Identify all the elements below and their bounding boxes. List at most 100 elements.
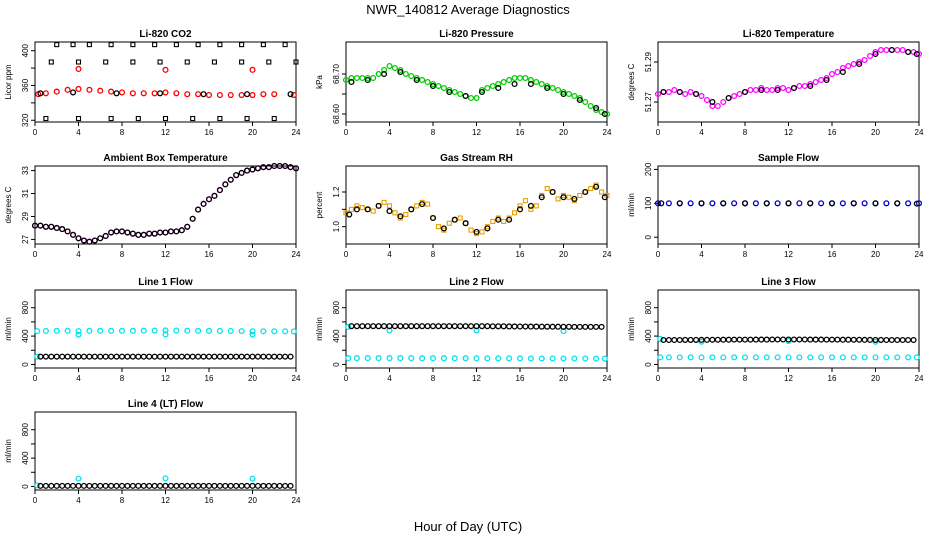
y-tick-label: 51.29 — [644, 51, 653, 72]
data-point — [801, 336, 808, 343]
data-point — [601, 194, 608, 201]
data-point — [386, 355, 393, 362]
y-tick-label: 400 — [21, 329, 30, 343]
data-point — [665, 336, 672, 344]
data-point — [162, 66, 169, 73]
data-point — [162, 115, 169, 122]
x-tick-label: 0 — [344, 250, 349, 259]
data-point — [807, 354, 814, 361]
data-point — [86, 238, 93, 245]
data-point — [249, 328, 256, 335]
plot-frame — [657, 289, 920, 369]
data-point — [419, 201, 426, 208]
y-axis-label: ml/min — [4, 439, 13, 463]
data-point — [408, 323, 415, 330]
data-point — [516, 206, 524, 213]
data-point — [75, 59, 82, 65]
data-point — [555, 323, 562, 330]
x-tick-label: 24 — [603, 374, 612, 383]
data-point — [381, 70, 388, 78]
x-tick-label: 12 — [784, 250, 793, 259]
data-point — [53, 224, 60, 231]
data-point — [75, 482, 82, 489]
data-point — [435, 82, 442, 90]
x-tick-label: 4 — [387, 128, 392, 137]
data-point — [429, 214, 437, 222]
data-series — [348, 68, 608, 118]
data-point — [413, 74, 420, 82]
data-point — [698, 354, 705, 361]
y-tick-label: 51.27 — [644, 91, 653, 112]
data-point — [249, 166, 256, 173]
data-point — [913, 200, 920, 207]
data-point — [888, 336, 895, 344]
data-series — [348, 323, 605, 330]
data-point — [227, 91, 234, 99]
data-point — [290, 328, 297, 335]
x-tick-label: 24 — [292, 128, 301, 137]
data-series — [343, 182, 610, 237]
y-tick-label: 27 — [21, 234, 30, 243]
data-point — [823, 76, 830, 84]
data-point — [216, 91, 223, 99]
data-point — [386, 62, 393, 70]
data-point — [725, 336, 732, 343]
data-point — [763, 86, 770, 94]
figure-xlabel: Hour of Day (UTC) — [414, 519, 522, 534]
data-point — [693, 90, 700, 98]
data-point — [785, 200, 792, 207]
data-point — [386, 208, 393, 215]
data-point — [861, 354, 868, 361]
data-point — [113, 90, 120, 97]
data-point — [709, 354, 716, 361]
x-tick-label: 8 — [431, 250, 436, 259]
data-point — [593, 323, 600, 330]
data-point — [75, 85, 82, 93]
data-point — [233, 172, 240, 179]
data-point — [419, 323, 426, 330]
data-point — [687, 336, 694, 343]
data-point — [195, 42, 201, 48]
data-point — [97, 87, 104, 94]
x-tick-label: 12 — [472, 128, 481, 137]
data-point — [687, 354, 694, 361]
data-point — [780, 84, 787, 92]
x-tick-label: 0 — [344, 374, 349, 383]
data-point — [86, 86, 93, 93]
data-point — [462, 323, 469, 330]
data-point — [195, 353, 202, 360]
data-point — [593, 106, 600, 114]
data-point — [763, 336, 770, 343]
data-point — [211, 59, 217, 65]
data-point — [698, 92, 705, 100]
data-point — [856, 336, 863, 343]
data-point — [867, 336, 874, 343]
data-point — [698, 200, 705, 207]
panel-title: Gas Stream RH — [440, 153, 513, 164]
data-point — [157, 482, 164, 489]
panel-1: Li-820 CO2 Licor ppm 0 4 8 12 16 20 24 320 360 400 — [4, 29, 301, 137]
data-point — [287, 482, 294, 489]
x-tick-label: 16 — [828, 374, 837, 383]
data-point — [216, 353, 223, 360]
data-point — [238, 91, 245, 99]
data-point — [200, 353, 207, 360]
data-point — [402, 70, 409, 78]
data-point — [484, 355, 491, 362]
data-point — [747, 86, 754, 94]
data-point — [899, 336, 906, 344]
x-tick-label: 16 — [516, 374, 525, 383]
data-point — [774, 200, 781, 207]
y-axis-label: degrees C — [627, 63, 636, 100]
data-point — [544, 82, 551, 90]
data-point — [102, 232, 109, 240]
data-point — [500, 323, 507, 330]
data-point — [714, 336, 721, 343]
data-point — [102, 482, 109, 489]
data-point — [124, 353, 131, 360]
data-point — [244, 115, 250, 122]
panel-2: Li-820 Pressure kPa 0 4 8 12 16 20 24 68.60 68.70 — [315, 29, 612, 137]
data-point — [260, 42, 266, 48]
data-point — [796, 200, 803, 207]
